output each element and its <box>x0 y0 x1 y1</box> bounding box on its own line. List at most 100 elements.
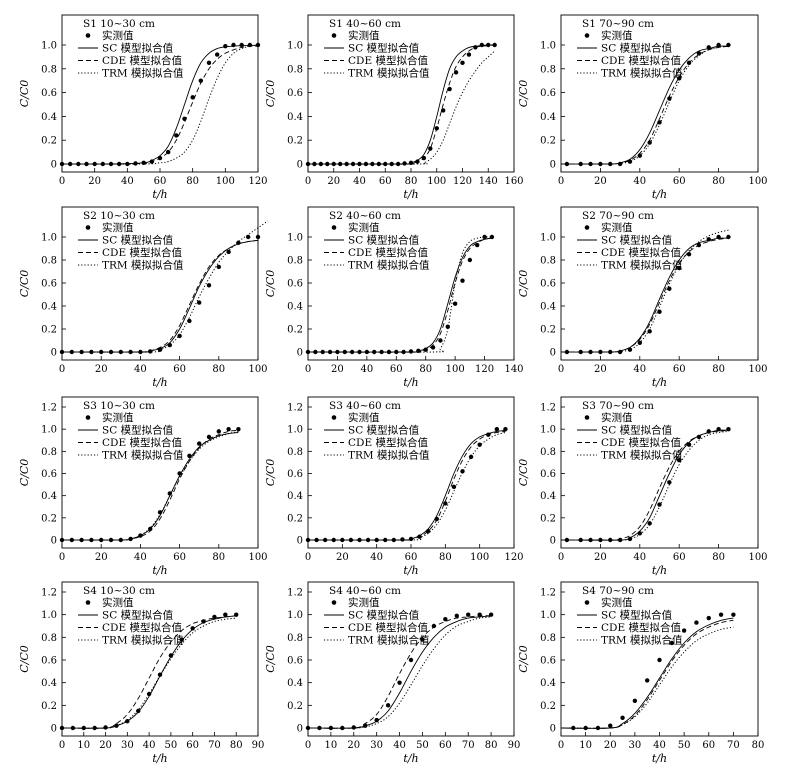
y-tick-label: 0.6 <box>41 279 57 290</box>
x-tick-label: 120 <box>453 176 472 187</box>
y-tick-label: 1.0 <box>287 41 303 52</box>
x-tick-label: 20 <box>594 364 607 375</box>
observed-point <box>460 279 464 283</box>
x-tick-label: 120 <box>504 552 523 563</box>
x-tick-label: 80 <box>419 364 432 375</box>
legend-marker-observed <box>585 600 590 605</box>
subplot-title: S4 10~30 cm <box>83 585 155 597</box>
subplot-7: 0 20 40 60 80 10000.20.40.60.81.01.2t/hC/C0S3… <box>18 397 268 577</box>
legend-label-trm: TRM 模拟拟合值 <box>601 67 683 80</box>
y-tick-label: 0.6 <box>287 656 303 667</box>
observed-point <box>409 349 413 353</box>
y-tick-label: 0 <box>51 724 57 735</box>
x-tick-label: 90 <box>252 740 265 751</box>
plot-frame <box>561 207 758 360</box>
legend-label-sc: SC 模型拟合值 <box>601 42 673 55</box>
observed-point <box>719 612 723 616</box>
legend-label-cde: CDE 模型拟合值 <box>348 621 428 634</box>
y-axis-label: C/C0 <box>264 270 277 298</box>
legend-label-observed: 实测值 <box>102 596 134 609</box>
y-tick-label: 0.2 <box>540 513 556 524</box>
y-tick-label: 0.4 <box>41 491 57 502</box>
x-tick-label: 0 <box>558 364 564 375</box>
legend-label-sc: SC 模型拟合值 <box>348 42 420 55</box>
x-tick-label: 0 <box>305 364 311 375</box>
y-tick-label: 0.2 <box>41 513 57 524</box>
observed-point <box>397 680 401 684</box>
x-tick-label: 20 <box>336 552 349 563</box>
x-tick-label: 0 <box>558 552 564 563</box>
y-tick-label: 0.6 <box>287 88 303 99</box>
x-tick-label: 80 <box>752 740 765 751</box>
observed-point <box>620 716 624 720</box>
x-tick-label: 100 <box>470 552 489 563</box>
y-tick-label: 0 <box>297 348 303 359</box>
x-tick-label: 140 <box>479 176 498 187</box>
x-tick-label: 70 <box>727 740 740 751</box>
subplot-title: S2 10~30 cm <box>83 210 155 222</box>
x-axis-label: t/h <box>403 564 418 577</box>
legend-marker-observed <box>585 33 590 38</box>
x-tick-label: 20 <box>594 552 607 563</box>
legend-label-cde: CDE 模型拟合值 <box>348 436 428 449</box>
observed-point <box>431 345 435 349</box>
plot-frame <box>308 397 514 548</box>
subplot-title: S4 70~90 cm <box>582 585 654 597</box>
observed-point <box>402 161 406 165</box>
observed-point <box>441 108 445 112</box>
legend-label-sc: SC 模型拟合值 <box>601 234 673 247</box>
x-tick-label: 30 <box>121 740 134 751</box>
observed-point <box>409 658 413 662</box>
y-tick-label: 0.4 <box>287 491 303 502</box>
y-tick-label: 0 <box>51 160 57 171</box>
legend-label-sc: SC 模型拟合值 <box>102 609 174 622</box>
y-tick-label: 0.6 <box>287 279 303 290</box>
legend-label-trm: TRM 模拟拟合值 <box>102 259 184 272</box>
observed-point <box>466 612 470 616</box>
observed-point <box>694 620 698 624</box>
x-tick-label: 40 <box>393 740 406 751</box>
observed-point <box>217 265 221 269</box>
legend-marker-observed <box>86 600 91 605</box>
legend-label-observed: 实测值 <box>348 411 380 424</box>
y-tick-label: 1.2 <box>287 403 303 414</box>
y-axis-label: C/C0 <box>264 645 277 673</box>
y-axis-label: C/C0 <box>18 270 31 298</box>
legend-marker-observed <box>332 225 337 230</box>
y-tick-label: 0.6 <box>540 656 556 667</box>
y-axis-label: C/C0 <box>264 459 277 487</box>
x-tick-label: 40 <box>370 552 383 563</box>
x-axis-label: t/h <box>152 752 167 765</box>
observed-point <box>657 658 661 662</box>
plot-frame <box>62 582 258 736</box>
y-tick-label: 0.4 <box>540 678 556 689</box>
subplot-2: 0 20 40 60 80 100 120 140 16000.20.40.60.81.0t/h… <box>264 15 524 201</box>
y-tick-label: 0.2 <box>540 701 556 712</box>
x-tick-label: 160 <box>504 176 523 187</box>
x-axis-label: t/h <box>652 188 667 201</box>
legend-label-cde: CDE 模型拟合值 <box>102 436 182 449</box>
y-axis-label: C/C0 <box>517 80 530 108</box>
y-tick-label: 0.6 <box>540 279 556 290</box>
subplot-5: 0 20 40 60 80 100 120 14000.20.40.60.81.0t/hC/C… <box>264 207 524 389</box>
x-tick-label: 80 <box>405 176 418 187</box>
legend-label-trm: TRM 模拟拟合值 <box>348 259 430 272</box>
observed-point <box>460 61 464 65</box>
x-tick-label: 20 <box>95 364 108 375</box>
y-tick-label: 1.0 <box>540 610 556 621</box>
x-tick-label: 40 <box>633 176 646 187</box>
x-tick-label: 20 <box>331 364 344 375</box>
x-tick-label: 60 <box>379 176 392 187</box>
y-tick-label: 1.0 <box>540 425 556 436</box>
observed-point <box>239 43 243 47</box>
subplot-6: 0 20 40 60 80 100 0 0.2 0.4 0.6 0.8 1.0 t/h C/C0 S2 70… <box>517 207 768 389</box>
legend-label-sc: SC 模型拟合值 <box>348 424 420 437</box>
x-tick-label: 10 <box>579 740 592 751</box>
legend-label-cde: CDE 模型拟合值 <box>601 54 681 67</box>
y-tick-label: 0 <box>51 348 57 359</box>
x-tick-label: 20 <box>95 552 108 563</box>
y-tick-label: 0 <box>550 724 556 735</box>
y-tick-label: 0.8 <box>287 64 303 75</box>
x-tick-label: 30 <box>370 740 383 751</box>
subplot-title: S2 70~90 cm <box>582 210 654 222</box>
